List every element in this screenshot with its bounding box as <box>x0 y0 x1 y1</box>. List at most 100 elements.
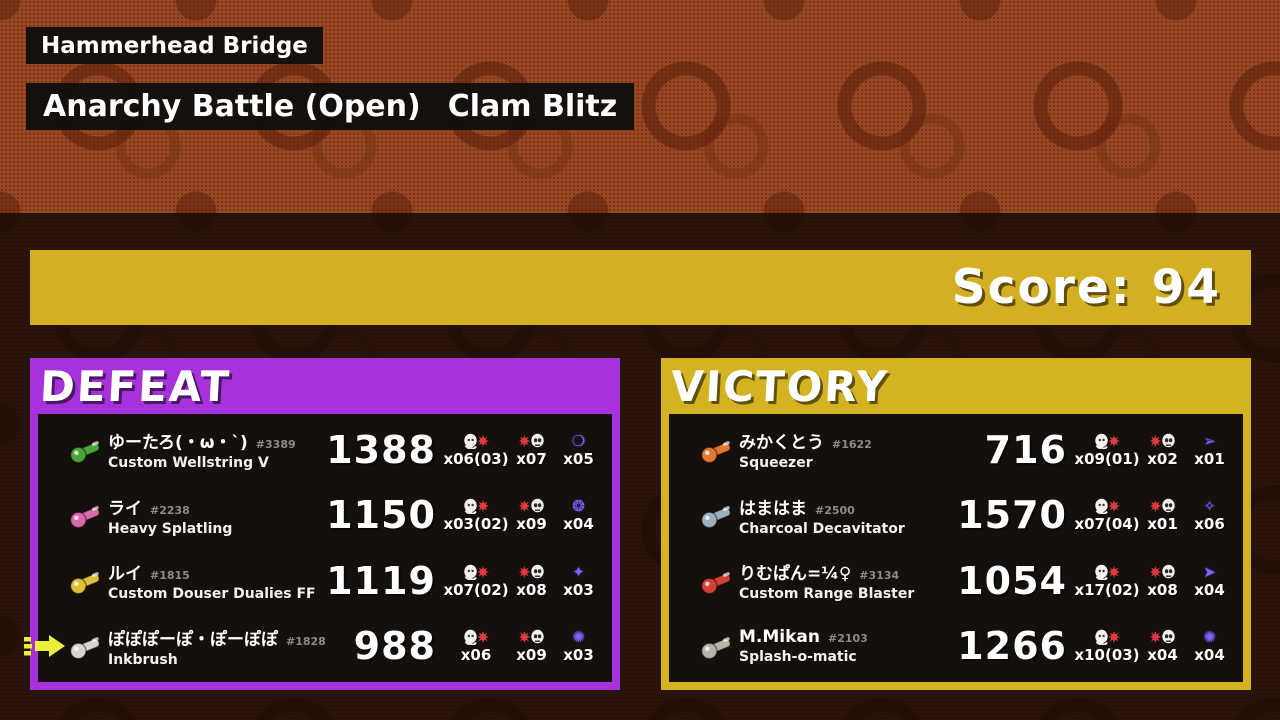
special-stat: ➢ x01 <box>1186 432 1233 468</box>
deaths-stat: x02 <box>1139 432 1186 468</box>
defeat-player-list: ゆーたろ(・ω・`) #3389 Custom Wellstring V 138… <box>24 414 612 682</box>
splats-stat: x07(04) <box>1074 497 1140 534</box>
player-points: 1388 <box>326 427 436 472</box>
player-info: ぽぽぽーぽ・ぽーぽぽ #1828 Inkbrush <box>108 625 326 668</box>
stage-name: Hammerhead Bridge <box>41 32 308 59</box>
splat-count: x03(02) <box>443 515 509 534</box>
splats-stat: x09(01) <box>1074 432 1140 468</box>
weapon-name: Splash-o-matic <box>739 649 857 666</box>
special-stat: ✺ x03 <box>555 628 602 664</box>
special-icon: ✦ <box>572 562 585 581</box>
death-count: x09 <box>516 515 547 534</box>
deaths-icon <box>1149 628 1176 646</box>
splats-icon <box>1094 628 1121 646</box>
special-count: x03 <box>563 580 594 599</box>
player-info: みかくとう #1622 Squeezer <box>739 428 955 471</box>
weapon-name: Heavy Splatling <box>108 520 233 537</box>
player-name: ゆーたろ(・ω・`) <box>108 433 248 454</box>
player-name: ルイ <box>108 564 142 585</box>
death-count: x01 <box>1147 515 1178 534</box>
splats-stat: x06 <box>444 628 508 664</box>
special-icon: ✺ <box>572 628 585 647</box>
weapon-icon <box>60 498 108 532</box>
score-value: 94 <box>1151 260 1221 315</box>
player-stats: x09(01) x02 ➢ x01 <box>1074 432 1233 468</box>
special-icon: ➤ <box>1203 562 1216 581</box>
deaths-stat: x09 <box>508 497 555 533</box>
player-stats: x07(02) x08 ✦ x03 <box>443 563 602 599</box>
player-points: 716 <box>984 427 1067 472</box>
special-count: x04 <box>563 515 594 534</box>
special-count: x04 <box>1194 646 1225 665</box>
defeat-team-panel: DEFEAT ゆーたろ(・ω・`) #3389 Custom Wellstrin… <box>24 358 620 690</box>
weapon-icon <box>691 629 739 663</box>
self-indicator-arrow <box>24 635 65 658</box>
special-icon: ❂ <box>572 497 585 516</box>
death-count: x04 <box>1147 646 1178 665</box>
deaths-icon <box>1149 563 1176 581</box>
special-count: x01 <box>1194 449 1225 468</box>
splats-stat: x10(03) <box>1074 628 1140 664</box>
deaths-stat: x09 <box>508 628 555 664</box>
splats-icon <box>463 432 490 450</box>
special-stat: ❂ x04 <box>555 497 602 533</box>
splats-icon <box>463 497 490 515</box>
player-name: M.Mikan <box>739 627 820 648</box>
player-row: はまはま #2500 Charcoal Decavitator 1570 x07… <box>669 483 1243 547</box>
splats-stat: x03(02) <box>443 497 509 534</box>
splats-stat: x07(02) <box>443 563 509 599</box>
splats-icon <box>463 628 490 646</box>
defeat-title: DEFEAT <box>38 361 233 411</box>
death-count: x09 <box>516 646 547 665</box>
splats-stat: x17(02) <box>1074 563 1140 599</box>
player-row: りむぱん=¼♀ #3134 Custom Range Blaster 1054 … <box>669 549 1243 613</box>
splat-count: x09(01) <box>1074 449 1140 468</box>
splats-stat: x06(03) <box>443 432 509 468</box>
player-row: ライ #2238 Heavy Splatling 1150 x03(02) <box>38 483 612 547</box>
special-icon: ➢ <box>1203 431 1216 450</box>
player-row: みかくとう #1622 Squeezer 716 x09(01) <box>669 418 1243 482</box>
weapon-icon <box>60 629 108 663</box>
player-points: 1570 <box>957 493 1067 538</box>
player-points: 988 <box>353 624 436 669</box>
victory-team-panel: VICTORY みかくとう #1622 Squeezer 716 <box>661 358 1251 690</box>
player-stats: x17(02) x08 ➤ x04 <box>1074 563 1233 599</box>
deaths-stat: x04 <box>1139 628 1186 664</box>
player-tag: #2500 <box>815 503 855 517</box>
splat-count: x07(04) <box>1074 515 1140 534</box>
special-count: x03 <box>563 646 594 665</box>
player-name: ライ <box>108 498 142 519</box>
special-stat: ✦ x03 <box>555 563 602 599</box>
splats-icon <box>463 563 490 581</box>
deaths-icon <box>518 563 545 581</box>
special-count: x04 <box>1194 580 1225 599</box>
deaths-stat: x07 <box>508 432 555 468</box>
weapon-icon <box>60 433 108 467</box>
death-count: x07 <box>516 449 547 468</box>
player-info: ライ #2238 Heavy Splatling <box>108 494 324 537</box>
victory-player-list: みかくとう #1622 Squeezer 716 x09(01) <box>669 414 1243 682</box>
player-points: 1266 <box>957 624 1067 669</box>
player-stats: x07(04) x01 ✧ x06 <box>1074 497 1233 534</box>
player-name: みかくとう <box>739 433 824 454</box>
stage-label: Hammerhead Bridge <box>26 27 323 64</box>
player-name: りむぱん=¼♀ <box>739 564 852 585</box>
player-row: ぽぽぽーぽ・ぽーぽぽ #1828 Inkbrush 988 x06 <box>24 614 612 678</box>
player-stats: x03(02) x09 ❂ x04 <box>443 497 602 534</box>
special-stat: ❍ x05 <box>555 432 602 468</box>
death-count: x02 <box>1147 449 1178 468</box>
weapon-name: Custom Range Blaster <box>739 586 915 603</box>
weapon-name: Inkbrush <box>108 651 178 668</box>
weapon-name: Charcoal Decavitator <box>739 520 905 537</box>
victory-title: VICTORY <box>669 361 891 411</box>
deaths-icon <box>1149 497 1176 515</box>
splats-icon <box>1094 563 1121 581</box>
player-info: ルイ #1815 Custom Douser Dualies FF <box>108 559 324 602</box>
player-name: ぽぽぽーぽ・ぽーぽぽ <box>108 629 278 650</box>
player-tag: #2103 <box>828 632 868 646</box>
deaths-icon <box>518 628 545 646</box>
special-stat: ➤ x04 <box>1186 563 1233 599</box>
deaths-icon <box>518 497 545 515</box>
score-label: Score: <box>951 260 1132 315</box>
